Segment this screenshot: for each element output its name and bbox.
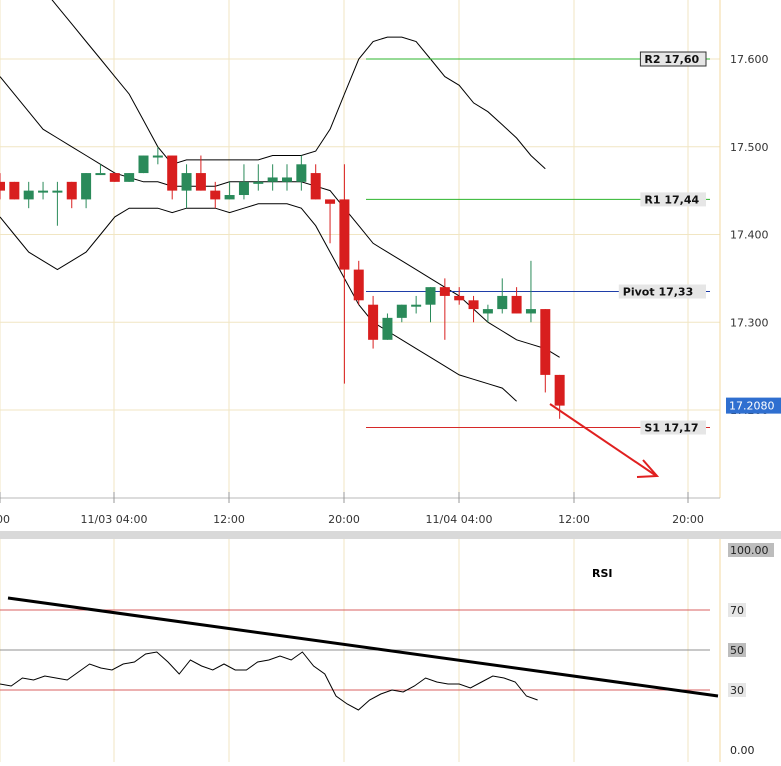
panel-separator[interactable] [0, 531, 781, 539]
candle-body [81, 173, 92, 200]
price-x-tick-label: 11/04 04:00 [426, 513, 493, 526]
rsi-y-tick-label: 70 [730, 604, 744, 617]
level-label-bg [640, 192, 706, 207]
candle-body [282, 177, 292, 182]
candle-body [325, 199, 336, 204]
candle-body [109, 173, 120, 182]
candle-body [181, 173, 192, 191]
current-price-tag-bg [726, 397, 781, 414]
forecast-arrow-head [636, 459, 660, 478]
candle-body [554, 374, 565, 406]
bollinger-upper-line [51, 0, 546, 170]
rsi-y-tick-bg [728, 643, 746, 657]
candle-body [382, 317, 393, 340]
rsi-line [0, 651, 538, 711]
candle-body [439, 287, 450, 296]
rsi-y-tick-label: 0.00 [730, 744, 755, 757]
candle-body [396, 304, 407, 318]
candle-body [482, 309, 493, 314]
level-label-r1: R1 17,44 [644, 193, 699, 206]
rsi-y-tick-label: 100.00 [730, 544, 769, 557]
price-gridlines [0, 0, 720, 498]
candle-body [238, 181, 249, 196]
level-label-s1: S1 17,17 [644, 422, 698, 435]
bollinger-middle-line [0, 76, 560, 358]
candle-body [0, 181, 5, 191]
price-x-tick-label: 12:00 [213, 513, 245, 526]
candle-body [267, 177, 278, 182]
pivot-levels: R2 17,60 R1 17,44 Pivot 17,33 S1 17,17 [366, 51, 710, 435]
price-x-tick-label: 20:00 [328, 513, 360, 526]
candle-body [411, 304, 422, 307]
candle-body [353, 269, 364, 301]
candle-body [296, 164, 307, 182]
rsi-y-tick-bg [728, 743, 760, 757]
candle-body [138, 155, 149, 174]
candle-body [525, 309, 536, 314]
current-price-tag-label: 17.2080 [729, 400, 775, 413]
candle-body [23, 190, 34, 200]
rsi-y-tick-bg [728, 543, 774, 557]
level-label-pivot: Pivot 17,33 [623, 286, 693, 299]
rsi-reference-lines [0, 609, 710, 691]
candle-body [152, 155, 163, 158]
candle-body [224, 195, 235, 200]
rsi-trendline-line [7, 596, 719, 698]
forecast-arrow-shaft [549, 403, 656, 476]
candle-body [310, 173, 321, 200]
candle-body [425, 287, 436, 305]
price-y-tick-label: 17.500 [730, 141, 769, 154]
price-y-tick-label: 17.300 [730, 316, 769, 329]
candle-body [124, 173, 135, 182]
candle-body [497, 295, 508, 310]
rsi-y-tick-label: 30 [730, 684, 744, 697]
price-x-axis: 00 11/03 04:00 12:00 20:00 11/04 04:00 12:00 2… [0, 492, 704, 526]
rsi-y-tick-bg [728, 683, 746, 697]
candle-body [540, 309, 551, 375]
rsi-title: RSI [592, 567, 613, 580]
candle-body [368, 304, 379, 340]
candle-body [511, 295, 522, 314]
candle-body [167, 155, 178, 191]
rsi-y-axis: 0.00 30 50 70 100.00 [728, 543, 774, 757]
candlesticks [0, 146, 565, 419]
candle-body [52, 190, 63, 193]
rsi-panel: 0.00 30 50 70 100.00 RSI [0, 539, 774, 762]
bollinger-lower-line [0, 203, 517, 402]
level-label-bg [639, 51, 707, 67]
price-x-tick-label: 20:00 [672, 513, 704, 526]
candle-body [195, 173, 206, 191]
rsi-y-tick-label: 50 [730, 644, 744, 657]
price-x-tick-label: 11/03 04:00 [81, 513, 148, 526]
candle-body [339, 199, 350, 270]
rsi-y-tick-bg [728, 603, 746, 617]
price-y-tick-label: 17.600 [730, 53, 769, 66]
bollinger-bands [0, 0, 560, 402]
level-label-r2: R2 17,60 [644, 53, 699, 66]
price-y-tick-label: 17.400 [730, 229, 769, 242]
current-price-tag: 17.2080 [726, 397, 781, 414]
rsi-series [0, 651, 538, 711]
candle-body [454, 295, 465, 301]
candle-body [253, 181, 264, 184]
candle-body [95, 173, 106, 176]
candle-body [210, 190, 221, 200]
candle-body [66, 181, 77, 200]
level-label-bg [618, 284, 706, 299]
candle-body [468, 300, 479, 310]
price-x-tick-label: 00 [0, 513, 10, 526]
candle-body [9, 181, 20, 200]
candle-body [38, 190, 49, 193]
forecast-arrow [549, 403, 660, 478]
rsi-trendline [7, 596, 719, 698]
price-x-tick-label: 12:00 [558, 513, 590, 526]
level-label-bg [640, 420, 706, 435]
